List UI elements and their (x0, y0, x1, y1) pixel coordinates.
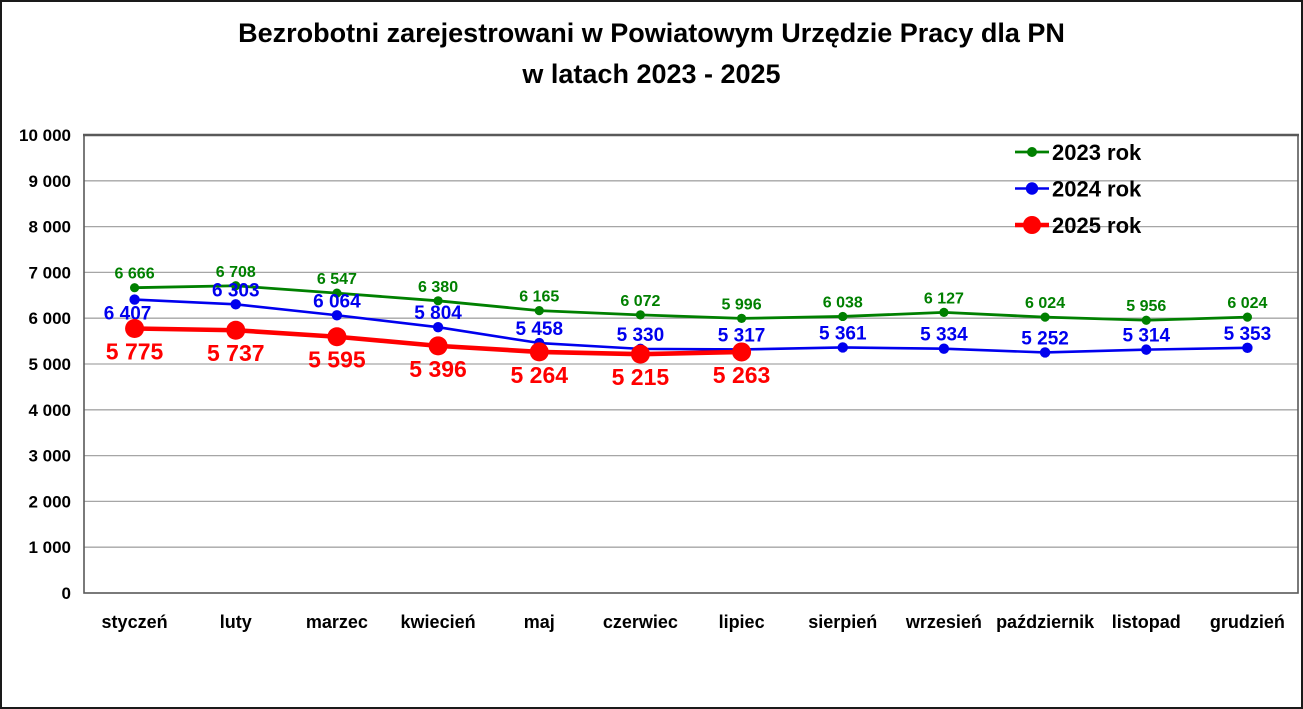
data-point (635, 310, 646, 320)
x-axis-label: grudzień (1210, 612, 1285, 632)
data-point (1040, 312, 1050, 322)
data-label: 5 353 (1224, 324, 1272, 345)
data-label: 5 264 (510, 362, 568, 388)
data-label: 6 708 (216, 264, 256, 281)
data-label: 5 396 (409, 356, 467, 382)
data-label: 6 547 (317, 271, 357, 288)
data-label: 6 024 (1025, 295, 1065, 312)
data-point (938, 343, 950, 354)
data-point (226, 320, 246, 340)
data-point (630, 344, 650, 364)
data-point (837, 342, 848, 353)
data-point (534, 306, 544, 316)
data-point (732, 342, 752, 362)
data-point (129, 283, 140, 293)
x-axis-label: luty (220, 612, 252, 632)
x-axis-label: sierpień (808, 612, 877, 632)
data-label: 5 361 (819, 323, 867, 344)
data-label: 5 595 (308, 347, 366, 373)
data-label: 6 380 (418, 279, 458, 296)
x-axis-label: czerwiec (603, 612, 678, 632)
data-label: 6 407 (104, 304, 152, 325)
data-point (736, 313, 747, 323)
data-point (230, 299, 241, 310)
chart-title-line2: w latach 2023 - 2025 (522, 59, 781, 89)
series-line-2024-rok (133, 298, 1249, 354)
data-point (939, 307, 949, 317)
data-label: 5 252 (1021, 328, 1069, 349)
data-point (332, 288, 342, 298)
legend-marker (1027, 147, 1037, 157)
data-point (1039, 347, 1051, 358)
y-axis-label: 1 000 (28, 538, 71, 557)
data-point (1141, 315, 1151, 325)
data-label: 5 996 (722, 296, 762, 313)
y-axis-label: 7 000 (28, 263, 71, 282)
data-point (529, 342, 549, 362)
y-axis-label: 2 000 (28, 492, 71, 511)
data-label: 6 072 (620, 293, 660, 310)
y-axis-label: 10 000 (19, 126, 71, 145)
data-label: 6 127 (924, 290, 964, 307)
legend-label: 2023 rok (1052, 140, 1142, 165)
y-axis-label: 5 000 (28, 355, 71, 374)
legend-marker (1023, 216, 1041, 234)
data-label: 6 165 (519, 289, 559, 306)
data-point (432, 321, 444, 333)
data-point (331, 310, 343, 321)
data-point (428, 336, 448, 356)
y-axis-label: 0 (62, 584, 71, 603)
data-label: 5 737 (207, 340, 265, 366)
data-point (327, 327, 347, 347)
legend-label: 2025 rok (1052, 213, 1142, 238)
data-label: 5 458 (515, 319, 563, 340)
data-point (231, 281, 241, 291)
legend-label: 2024 rok (1052, 177, 1142, 202)
x-axis-label: styczeń (102, 612, 168, 632)
chart-title-line1: Bezrobotni zarejestrowani w Powiatowym U… (238, 18, 1065, 48)
data-point (1242, 342, 1253, 354)
data-label: 5 775 (106, 339, 164, 365)
data-label: 5 956 (1126, 298, 1166, 315)
data-label: 5 804 (414, 303, 462, 324)
x-axis-label: marzec (306, 612, 368, 632)
data-point (1242, 312, 1253, 322)
data-point (129, 294, 140, 305)
data-label: 5 334 (920, 325, 968, 346)
data-point (838, 311, 848, 322)
data-label: 5 314 (1122, 326, 1170, 347)
x-axis-label: maj (524, 612, 555, 632)
chart-title: Bezrobotni zarejestrowani w Powiatowym U… (2, 13, 1301, 95)
data-label: 5 215 (612, 364, 670, 390)
data-point (1141, 344, 1152, 355)
data-label: 6 064 (313, 291, 361, 312)
data-label: 6 038 (823, 294, 863, 311)
data-point (433, 296, 443, 306)
data-label: 6 666 (115, 266, 155, 283)
x-axis-label: wrzesień (905, 612, 982, 632)
legend-marker (1025, 182, 1039, 195)
data-label: 6 303 (212, 280, 260, 301)
x-axis-label: listopad (1112, 612, 1181, 632)
y-axis-label: 4 000 (28, 401, 71, 420)
y-axis-label: 8 000 (28, 218, 71, 237)
data-point (125, 319, 145, 339)
y-axis-label: 9 000 (28, 172, 71, 191)
data-label: 5 330 (617, 325, 665, 346)
data-label: 5 263 (713, 362, 771, 388)
x-axis-label: październik (996, 612, 1095, 632)
x-axis-label: lipiec (719, 612, 765, 632)
y-axis-label: 3 000 (28, 447, 71, 466)
y-axis-label: 6 000 (28, 309, 71, 328)
data-label: 5 317 (718, 325, 766, 346)
x-axis-label: kwiecień (401, 612, 476, 632)
data-label: 6 024 (1227, 295, 1267, 312)
series-line-2023-rok (133, 284, 1249, 322)
